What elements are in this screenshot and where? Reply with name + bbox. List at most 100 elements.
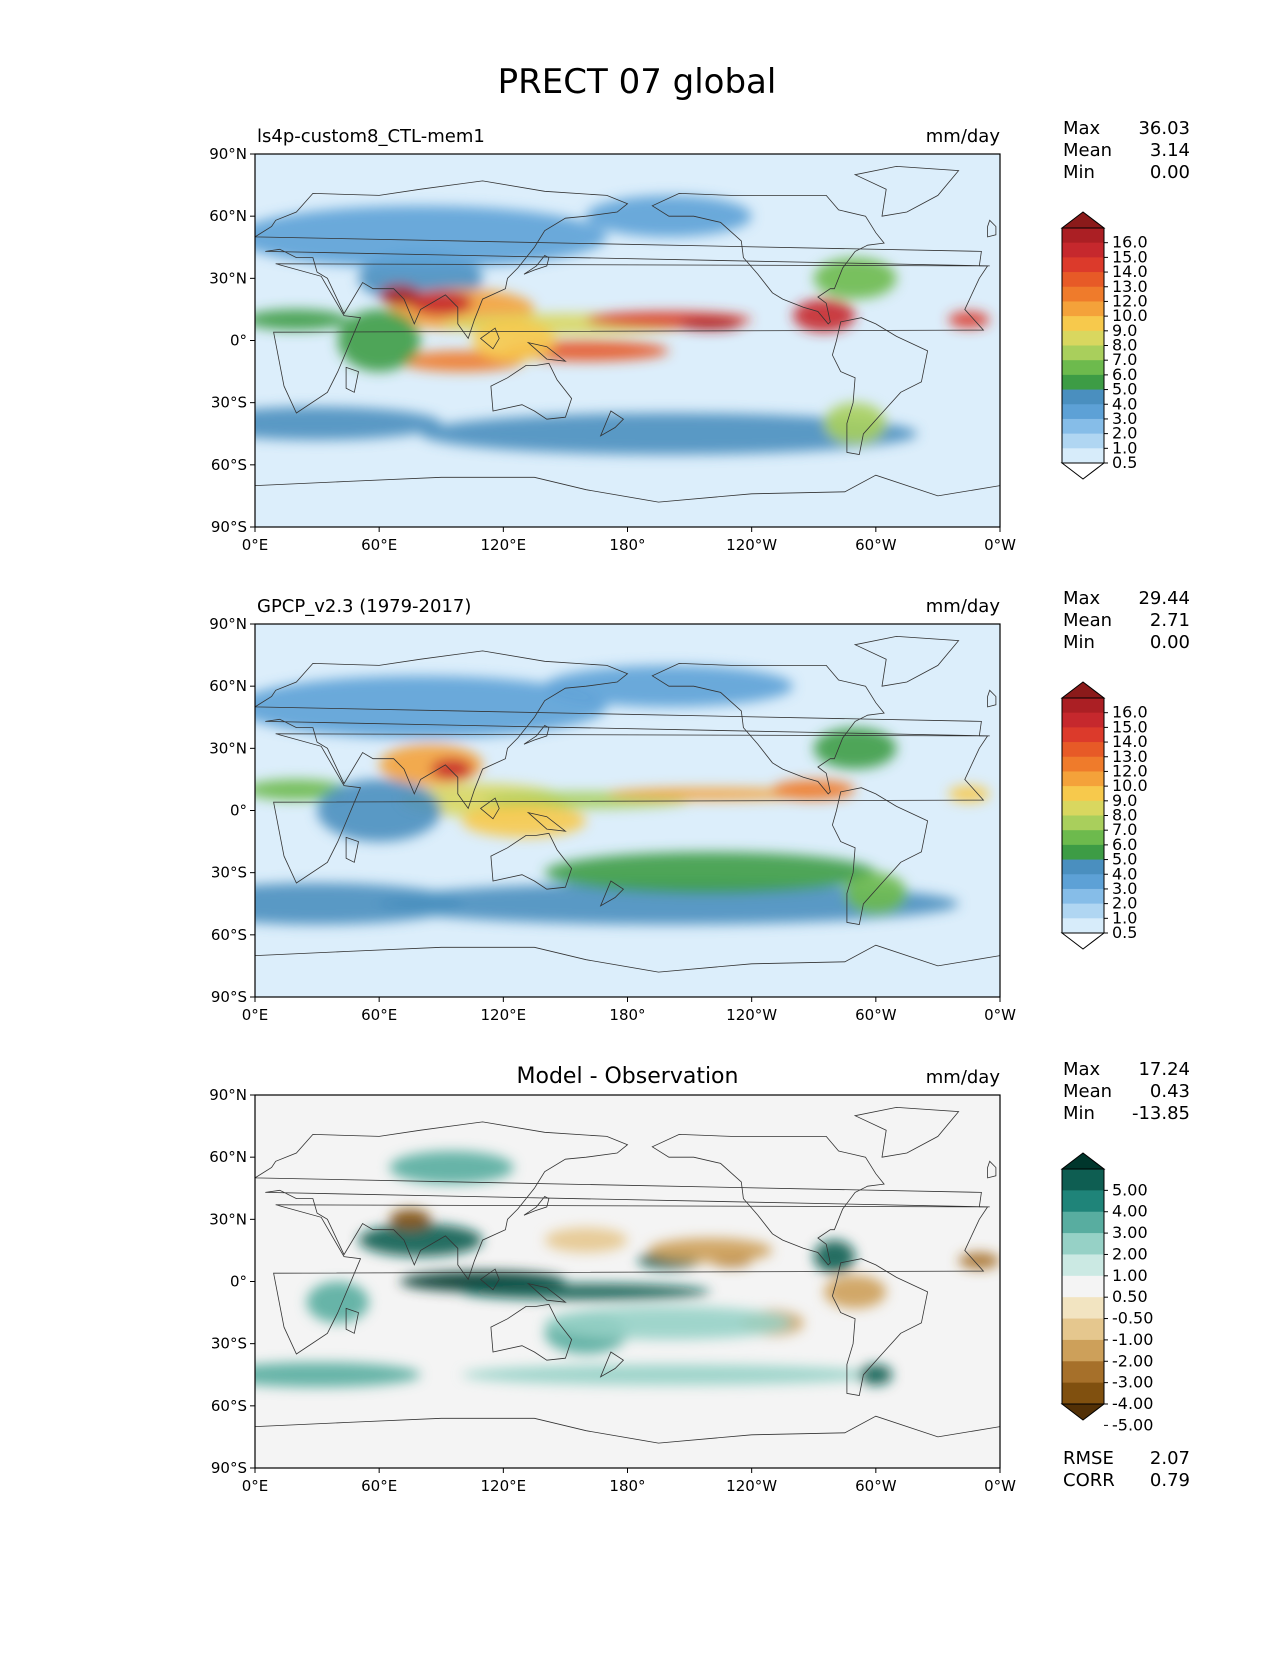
coastlines xyxy=(255,635,1000,997)
colorbar-tick-label: 12.0 xyxy=(1112,291,1148,310)
field-patch xyxy=(824,402,887,445)
lat-tick-label: 90°N xyxy=(209,145,247,163)
colorbar-tick-label: 13.0 xyxy=(1112,747,1148,766)
coastline xyxy=(831,317,929,455)
colorbar-segment xyxy=(1062,1233,1104,1255)
colorbar-tick-label: 0.50 xyxy=(1112,1287,1148,1306)
colorbar-segment xyxy=(1062,257,1104,273)
colorbar-segment xyxy=(1062,330,1104,346)
coastline xyxy=(490,362,573,420)
field-patch xyxy=(544,851,876,894)
colorbar-extend-max xyxy=(1060,211,1106,229)
lon-tick-label: 60°W xyxy=(855,1477,897,1495)
field-patch xyxy=(793,299,856,333)
lat-tick-label: 60°S xyxy=(211,926,247,944)
stat-value: 17.24 xyxy=(1138,1059,1190,1080)
field-patch xyxy=(679,317,742,331)
coastline xyxy=(651,1133,885,1266)
stat-label: Mean xyxy=(1063,610,1112,631)
lat-tick-label: 30°N xyxy=(209,1210,247,1228)
lon-tick-label: 120°W xyxy=(726,536,777,554)
coastline xyxy=(987,689,997,708)
map-panel-1: ls4p-custom8_CTL-mem1 mm/day 90°N 60°N 30°N 0… xyxy=(209,118,1190,554)
coastline xyxy=(345,1307,359,1334)
colorbar-tick-label: 14.0 xyxy=(1112,262,1148,281)
colorbar-segment xyxy=(1062,771,1104,787)
lat-tick-label: 30°N xyxy=(209,739,247,757)
colorbar-segment xyxy=(1062,1275,1104,1298)
lon-tick-label: 120°W xyxy=(726,1006,777,1024)
coastline xyxy=(853,635,960,687)
field-patch xyxy=(430,758,473,780)
colorbar-segment xyxy=(1062,742,1104,758)
extra-stat-label: CORR xyxy=(1063,1470,1115,1491)
lon-tick-label: 120°E xyxy=(481,1006,527,1024)
stat-label: Mean xyxy=(1063,1081,1112,1102)
colorbar: 16.015.014.013.012.010.09.08.07.06.05.04… xyxy=(1060,681,1148,950)
colorbar-segment xyxy=(1062,360,1104,376)
colorbar-segment xyxy=(1062,844,1104,861)
units-label: mm/day xyxy=(926,596,1001,617)
coastline xyxy=(853,165,960,217)
colorbar-segment xyxy=(1062,1339,1104,1362)
colorbar-extend-max xyxy=(1060,1152,1106,1170)
colorbar-segment xyxy=(1062,756,1104,772)
colorbar-tick-label: 2.0 xyxy=(1112,424,1137,443)
coastline xyxy=(987,219,997,238)
colorbar-tick-label: -1.00 xyxy=(1112,1330,1153,1349)
coastline xyxy=(255,180,990,340)
lon-tick-label: 60°W xyxy=(855,1006,897,1024)
field-patch xyxy=(306,1281,369,1323)
lat-tick-label: 30°S xyxy=(211,864,247,882)
lat-tick-label: 60°S xyxy=(211,456,247,474)
field-patch xyxy=(472,319,556,362)
colorbar-tick-label: 3.00 xyxy=(1112,1223,1148,1242)
colorbar-segment xyxy=(1062,272,1104,288)
colorbar-tick-label: 10.0 xyxy=(1112,306,1148,325)
colorbar-tick-label: 16.0 xyxy=(1112,703,1148,722)
colorbar-segment xyxy=(1062,1361,1104,1384)
field-patch xyxy=(544,1306,794,1340)
coastline xyxy=(479,1268,500,1291)
colorbar-segment xyxy=(1062,698,1104,714)
coastline xyxy=(523,254,550,275)
colorbar-segment xyxy=(1062,859,1104,875)
field-patch xyxy=(948,785,990,803)
colorbar-tick-label: 5.00 xyxy=(1112,1180,1148,1199)
colorbar-tick-label: 9.0 xyxy=(1112,321,1137,340)
lat-tick-label: 90°S xyxy=(211,988,247,1006)
stat-label: Min xyxy=(1063,162,1095,183)
field-patch xyxy=(255,1362,421,1388)
lat-tick-label: 60°N xyxy=(209,677,247,695)
colorbar-tick-label: 0.5 xyxy=(1112,453,1137,472)
colorbar-segment xyxy=(1062,345,1104,361)
coastline xyxy=(651,192,885,325)
coastline xyxy=(273,733,989,884)
colorbar-tick-label: -3.00 xyxy=(1112,1373,1153,1392)
colorbar-segment xyxy=(1062,1169,1104,1191)
stat-value: 3.14 xyxy=(1150,140,1190,161)
colorbar-segment xyxy=(1062,1211,1104,1234)
field-patch xyxy=(824,1275,887,1309)
colorbar-segment xyxy=(1062,301,1104,317)
field-patch xyxy=(317,779,442,842)
units-label: mm/day xyxy=(926,1067,1001,1088)
colorbar-segment xyxy=(1062,389,1104,405)
lon-tick-label: 180° xyxy=(609,1006,645,1024)
extra-stat-label: RMSE xyxy=(1063,1448,1114,1469)
panel-title-left: ls4p-custom8_CTL-mem1 xyxy=(257,126,485,147)
colorbar-segment xyxy=(1062,874,1104,890)
stat-label: Mean xyxy=(1063,140,1112,161)
colorbar: 5.00 4.00 3.00 2.00 1.00 0.50 -0.50 -1.00 -2.00 -… xyxy=(1060,1152,1153,1434)
coastline xyxy=(273,263,989,414)
colorbar-tick-label: 4.0 xyxy=(1112,394,1137,413)
map-panel-3: Model - Observation mm/day 90°N 60°N 30°N 0° 3… xyxy=(209,1059,1190,1495)
field-patch xyxy=(606,787,814,801)
coastline xyxy=(853,1106,960,1158)
colorbar-segment xyxy=(1062,228,1104,244)
coastline xyxy=(599,410,625,437)
colorbar-segment xyxy=(1062,448,1104,464)
field-patch xyxy=(379,883,959,925)
colorbar-tick-label: 0.5 xyxy=(1112,923,1137,942)
stat-value: 0.00 xyxy=(1150,632,1190,653)
